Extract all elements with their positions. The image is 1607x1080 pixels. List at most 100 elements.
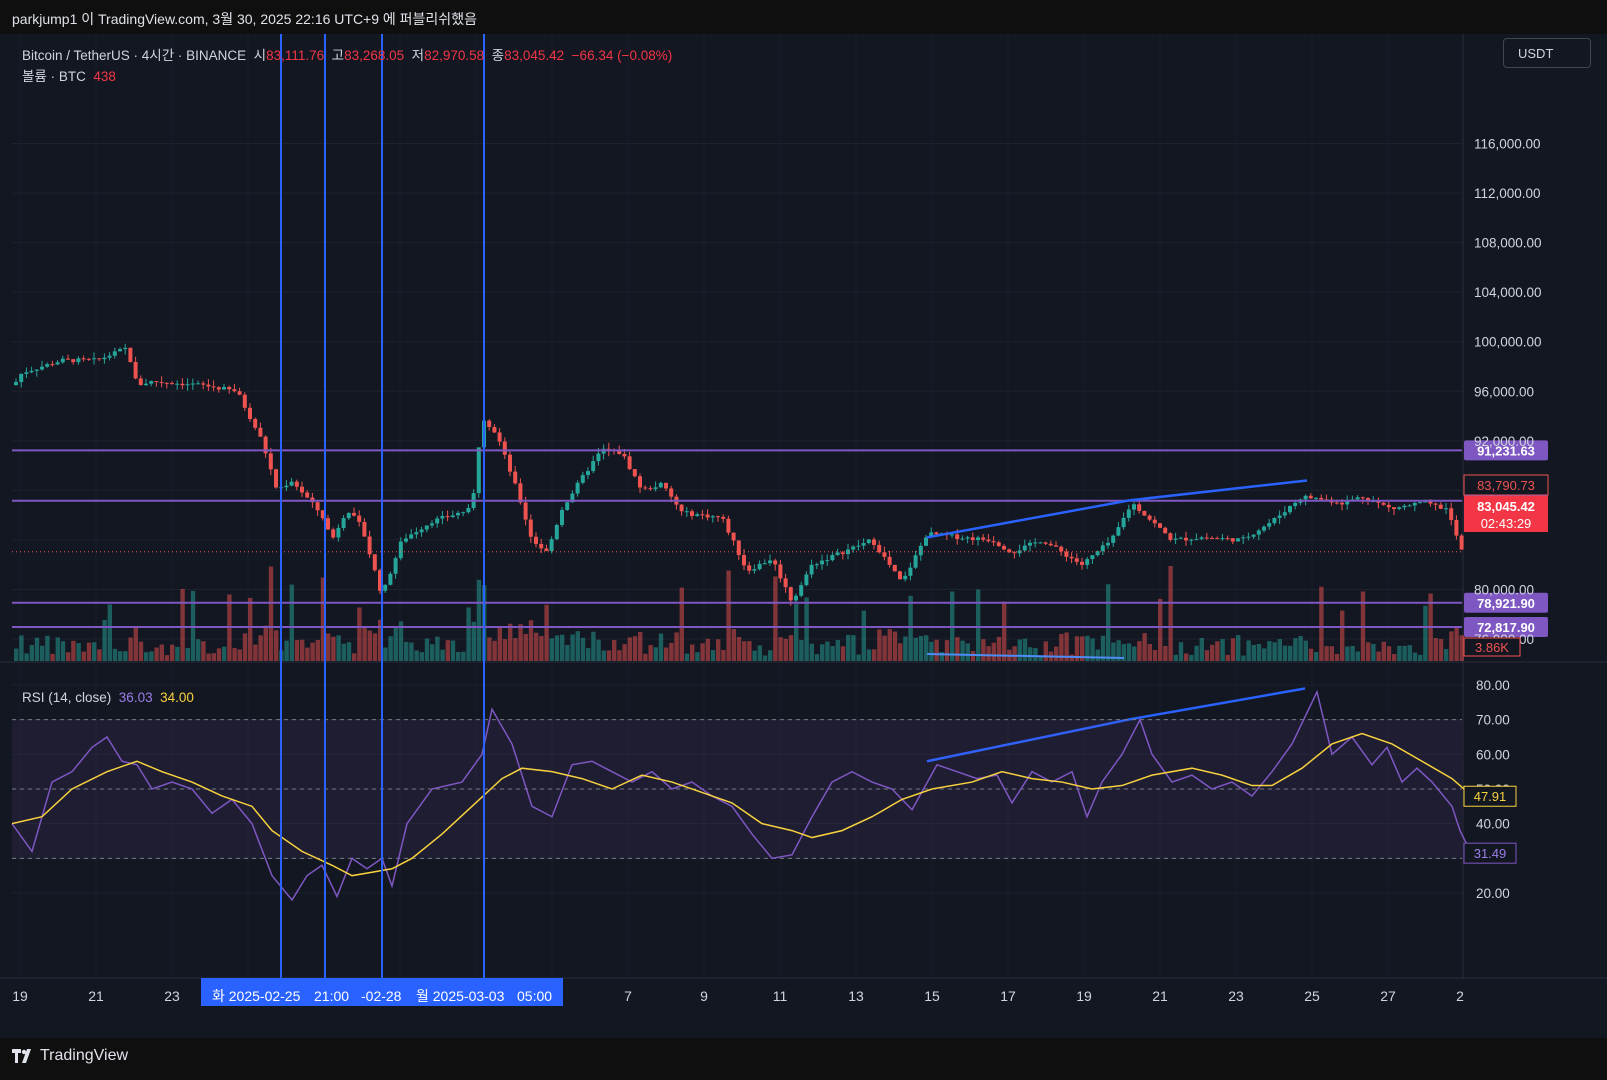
volume-bar — [430, 644, 435, 661]
volume-bar — [1210, 644, 1215, 661]
candle-body — [190, 383, 195, 385]
candle-body — [898, 571, 902, 580]
volume-bar — [185, 648, 190, 661]
volume-bar — [570, 634, 575, 661]
volume-bar — [1168, 566, 1173, 661]
candle-body — [185, 384, 190, 386]
volume-bar — [918, 635, 924, 661]
volume-bar — [367, 630, 372, 661]
candle-body — [294, 481, 299, 487]
volume-bar — [1459, 635, 1464, 661]
candle-body — [1241, 537, 1246, 539]
candle-body — [24, 372, 29, 374]
volume-bar — [929, 641, 934, 661]
candle-body — [1412, 502, 1417, 506]
candle-body — [1111, 535, 1116, 543]
candle-body — [1340, 502, 1344, 505]
candle-body — [50, 364, 55, 366]
volume-bar — [1033, 648, 1038, 661]
volume-bar — [627, 637, 632, 661]
volume-bar — [1017, 639, 1022, 661]
candle-body — [913, 555, 918, 568]
candle-body — [222, 386, 226, 390]
volume-bar — [1366, 642, 1371, 661]
candle-body — [866, 539, 871, 544]
volume-bar — [1028, 647, 1033, 661]
volume-bar — [1246, 640, 1251, 661]
candle-body — [1168, 533, 1173, 540]
candle-body — [450, 515, 455, 517]
volume-bar — [404, 641, 409, 661]
volume-bar — [1158, 598, 1163, 661]
volume-bar — [123, 651, 128, 661]
candle-body — [929, 532, 934, 538]
candle-body — [1132, 504, 1136, 510]
volume-bar — [1038, 655, 1043, 661]
candle-body — [1251, 534, 1256, 537]
candle-body — [424, 525, 429, 530]
volume-label: 볼륨 · BTC — [22, 69, 86, 84]
candle-body — [1459, 535, 1464, 550]
price-tick-label: 80,000.00 — [1474, 582, 1534, 597]
volume-bar — [118, 651, 123, 661]
volume-bar — [45, 635, 50, 661]
candle-body — [92, 358, 96, 360]
tradingview-logo-icon — [12, 1049, 31, 1063]
volume-bar — [1106, 584, 1111, 661]
candle-body — [1381, 502, 1386, 505]
candle-body — [580, 475, 585, 483]
volume-bar — [502, 639, 508, 661]
time-tick-label: 23 — [1228, 988, 1244, 1004]
time-axis[interactable]: 19 21 23 7 9 11 13 15 17 19 21 23 25 27 2 화 2025-02-25 2… — [12, 978, 1464, 1006]
volume-bar — [586, 648, 591, 661]
vertical-markers[interactable] — [280, 34, 485, 978]
volume-bar — [565, 645, 570, 661]
candle-body — [575, 482, 580, 494]
candle-body — [549, 539, 554, 551]
candle-body — [726, 518, 731, 533]
candle-body — [1449, 508, 1454, 520]
candle-body — [892, 564, 897, 572]
candle-body — [1100, 545, 1105, 552]
volume-bar — [1194, 645, 1199, 661]
volume-bar — [492, 640, 497, 661]
currency-button[interactable]: USDT — [1503, 38, 1591, 68]
candle-body — [29, 370, 34, 373]
volume-bar — [1204, 650, 1210, 661]
candle-body — [1173, 538, 1178, 540]
volume-bar — [393, 627, 398, 661]
candle-body — [1033, 542, 1038, 544]
rsi-legend: RSI (14, close) 36.03 34.00 — [22, 690, 194, 705]
candle-body — [570, 493, 575, 503]
volume-bar — [773, 576, 778, 661]
candle-body — [284, 485, 289, 488]
rsi-ma-line — [11, 732, 1473, 877]
trend-lines[interactable] — [926, 479, 1308, 763]
volume-bar — [1184, 653, 1189, 661]
candle-body — [1210, 537, 1214, 539]
candle-body — [1288, 505, 1292, 513]
candle-body — [362, 521, 367, 537]
volume-bar — [383, 647, 388, 661]
volume-bar — [783, 638, 788, 661]
candle-body — [466, 507, 471, 513]
candle-body — [908, 567, 913, 576]
candle-body — [736, 540, 741, 556]
candle-body — [315, 502, 320, 511]
volume-bar — [638, 631, 643, 661]
candle-body — [112, 351, 117, 356]
price-axis[interactable]: 116,000.00 112,000.00 108,000.00 104,000.00… — [1463, 137, 1549, 901]
tradingview-logo[interactable]: TradingView — [12, 1047, 128, 1065]
candle-body — [216, 387, 221, 390]
volume-bar — [398, 621, 404, 661]
candle-body — [258, 427, 263, 437]
volume-bar — [825, 641, 830, 661]
price-tick-label: 104,000.00 — [1474, 285, 1542, 300]
volume-bar — [523, 633, 528, 661]
volume-bar — [1392, 654, 1397, 661]
level-label: 72,817.90 — [1464, 617, 1548, 637]
volume-bar — [970, 650, 976, 661]
volume-bar — [1090, 638, 1095, 661]
